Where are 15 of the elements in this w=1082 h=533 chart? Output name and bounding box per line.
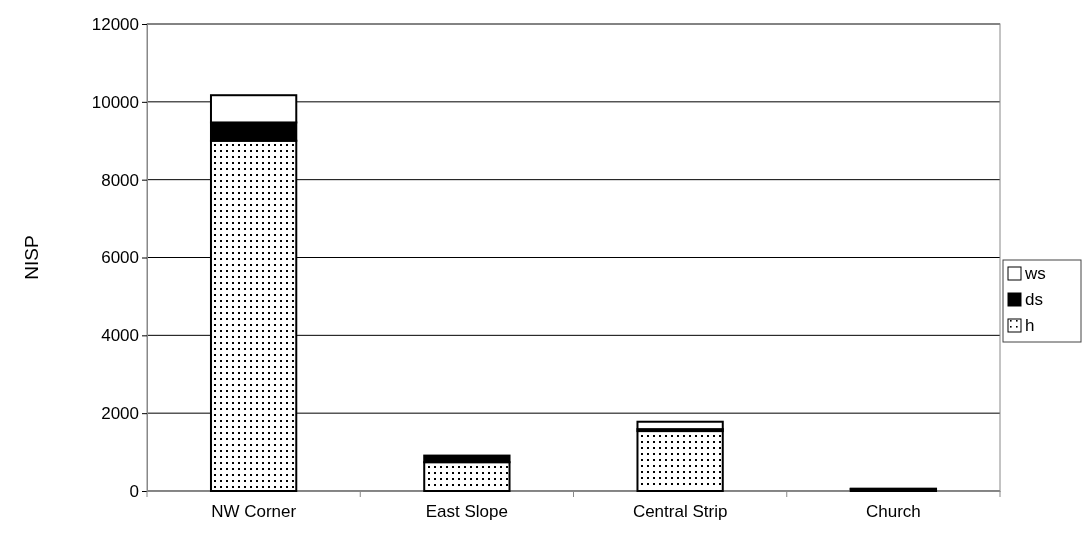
x-tick-label: NW Corner [211, 502, 297, 522]
legend-label: h [1025, 316, 1035, 335]
x-tick-label: Church [865, 502, 921, 522]
y-tick-label: 10000 [91, 92, 139, 112]
y-axis-title: NISP [21, 235, 42, 280]
y-tick-label: 0 [129, 481, 139, 501]
y-tick-label: 12000 [91, 14, 139, 34]
y-tick-label: 4000 [101, 326, 139, 346]
x-tick-label: East Slope [425, 502, 508, 522]
y-tick-label: 2000 [101, 404, 139, 424]
y-tick-label: 6000 [101, 248, 139, 268]
x-tick-label: Central Strip [632, 502, 728, 522]
legend-label: ws [1024, 264, 1046, 283]
legend-label: ds [1025, 290, 1043, 309]
y-tick-label: 8000 [101, 170, 139, 190]
